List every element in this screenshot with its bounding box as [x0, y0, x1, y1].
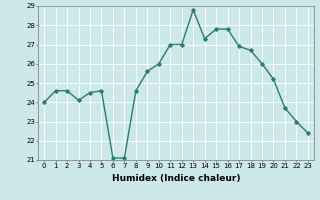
X-axis label: Humidex (Indice chaleur): Humidex (Indice chaleur): [112, 174, 240, 183]
